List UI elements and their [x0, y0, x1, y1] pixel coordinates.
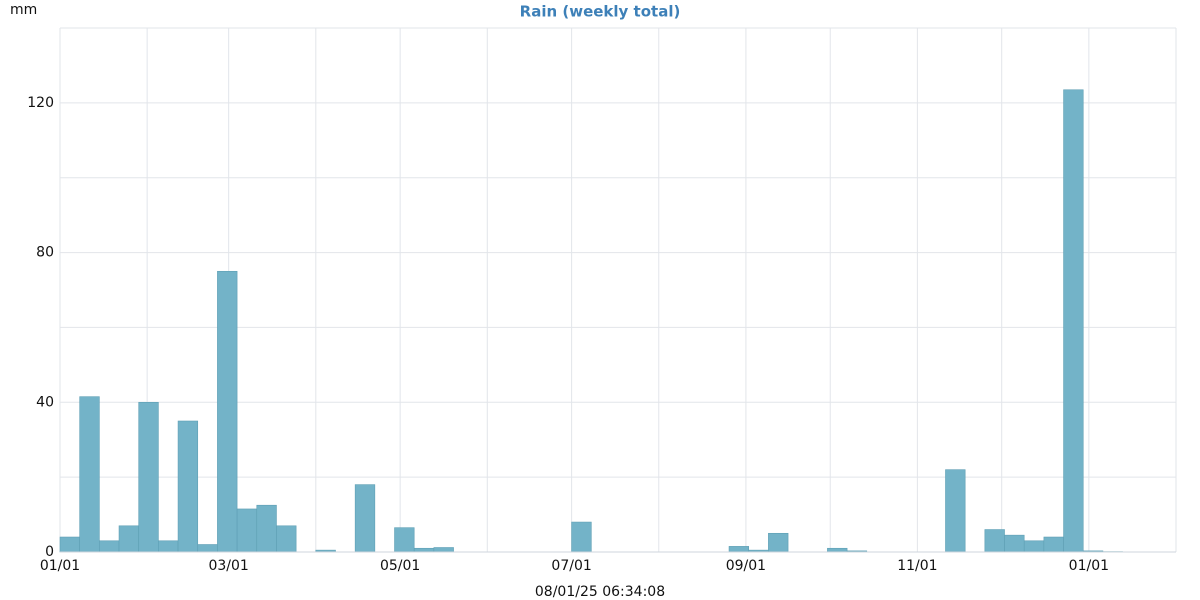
bar: [571, 521, 592, 553]
bar: [984, 529, 1005, 553]
x-tick-label: 11/01: [897, 558, 937, 574]
bar: [256, 504, 277, 553]
bar: [79, 396, 100, 553]
bar: [236, 508, 258, 553]
x-tick-label: 05/01: [380, 558, 420, 574]
y-tick-label: 40: [36, 394, 54, 410]
bar: [433, 547, 454, 553]
bar: [217, 270, 238, 553]
x-axis-label: 08/01/25 06:34:08: [535, 584, 665, 600]
grid: [59, 27, 1177, 553]
bar: [1043, 536, 1064, 553]
y-axis-unit: mm: [10, 2, 37, 18]
x-tick-label: 03/01: [208, 558, 248, 574]
bar: [394, 527, 415, 553]
bar: [99, 540, 120, 553]
bars: [59, 89, 1123, 553]
bar: [413, 547, 435, 553]
bar: [1063, 89, 1084, 553]
bar: [177, 420, 199, 553]
bar: [118, 525, 140, 553]
bar: [158, 540, 179, 553]
bar: [827, 547, 848, 553]
x-tick-label: 01/01: [1069, 558, 1109, 574]
bar: [59, 536, 80, 553]
bar: [945, 469, 966, 553]
bar: [768, 532, 789, 553]
chart-title: Rain (weekly total): [520, 3, 681, 21]
y-tick-label: 120: [27, 95, 54, 111]
bar: [1023, 540, 1045, 553]
x-tick-label: 01/01: [40, 558, 80, 574]
x-tick-label: 07/01: [551, 558, 591, 574]
y-tick-label: 80: [36, 245, 54, 261]
bar: [1004, 534, 1025, 553]
bar: [354, 484, 376, 553]
x-tick-label: 09/01: [726, 558, 766, 574]
bar: [276, 525, 297, 553]
bar: [728, 546, 750, 553]
bar: [138, 401, 159, 553]
bar: [197, 544, 218, 553]
y-tick-label: 0: [45, 544, 54, 560]
